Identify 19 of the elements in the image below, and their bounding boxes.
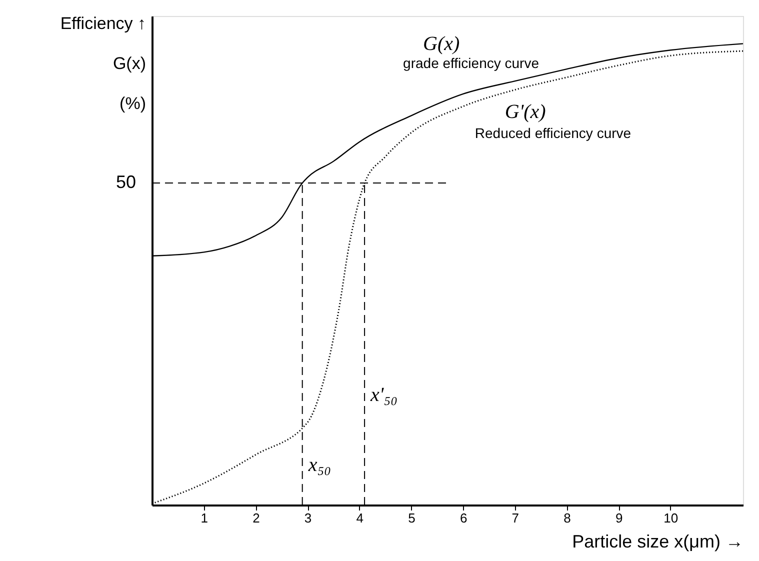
series-label: G'(x) — [504, 100, 546, 123]
x-tick-label: 2 — [252, 510, 260, 526]
ref-line-label: x₅₀ — [307, 454, 332, 476]
x-tick-label: 5 — [408, 510, 416, 526]
x-axis-title: Particle size x(μm) → — [572, 532, 744, 552]
x-tick-label: 6 — [460, 510, 468, 526]
annotation: Reduced efficiency curve — [474, 124, 632, 141]
x-tick-label: 7 — [512, 510, 520, 526]
annotation: grade efficiency curve — [403, 54, 540, 71]
x-tick-label: 1 — [200, 510, 208, 526]
x-tick-label: 3 — [304, 510, 312, 526]
x-tick-label: 4 — [356, 510, 364, 526]
text: 50 — [116, 172, 136, 192]
x-tick-label: 9 — [615, 510, 623, 526]
ref-line-label: x'₅₀ — [370, 384, 398, 406]
series-label: G(x) — [423, 32, 460, 55]
text: Efficiency ↑ G(x) (%) — [60, 14, 146, 113]
x-tick-label: 8 — [564, 510, 571, 526]
x-tick-label: 10 — [664, 510, 678, 526]
